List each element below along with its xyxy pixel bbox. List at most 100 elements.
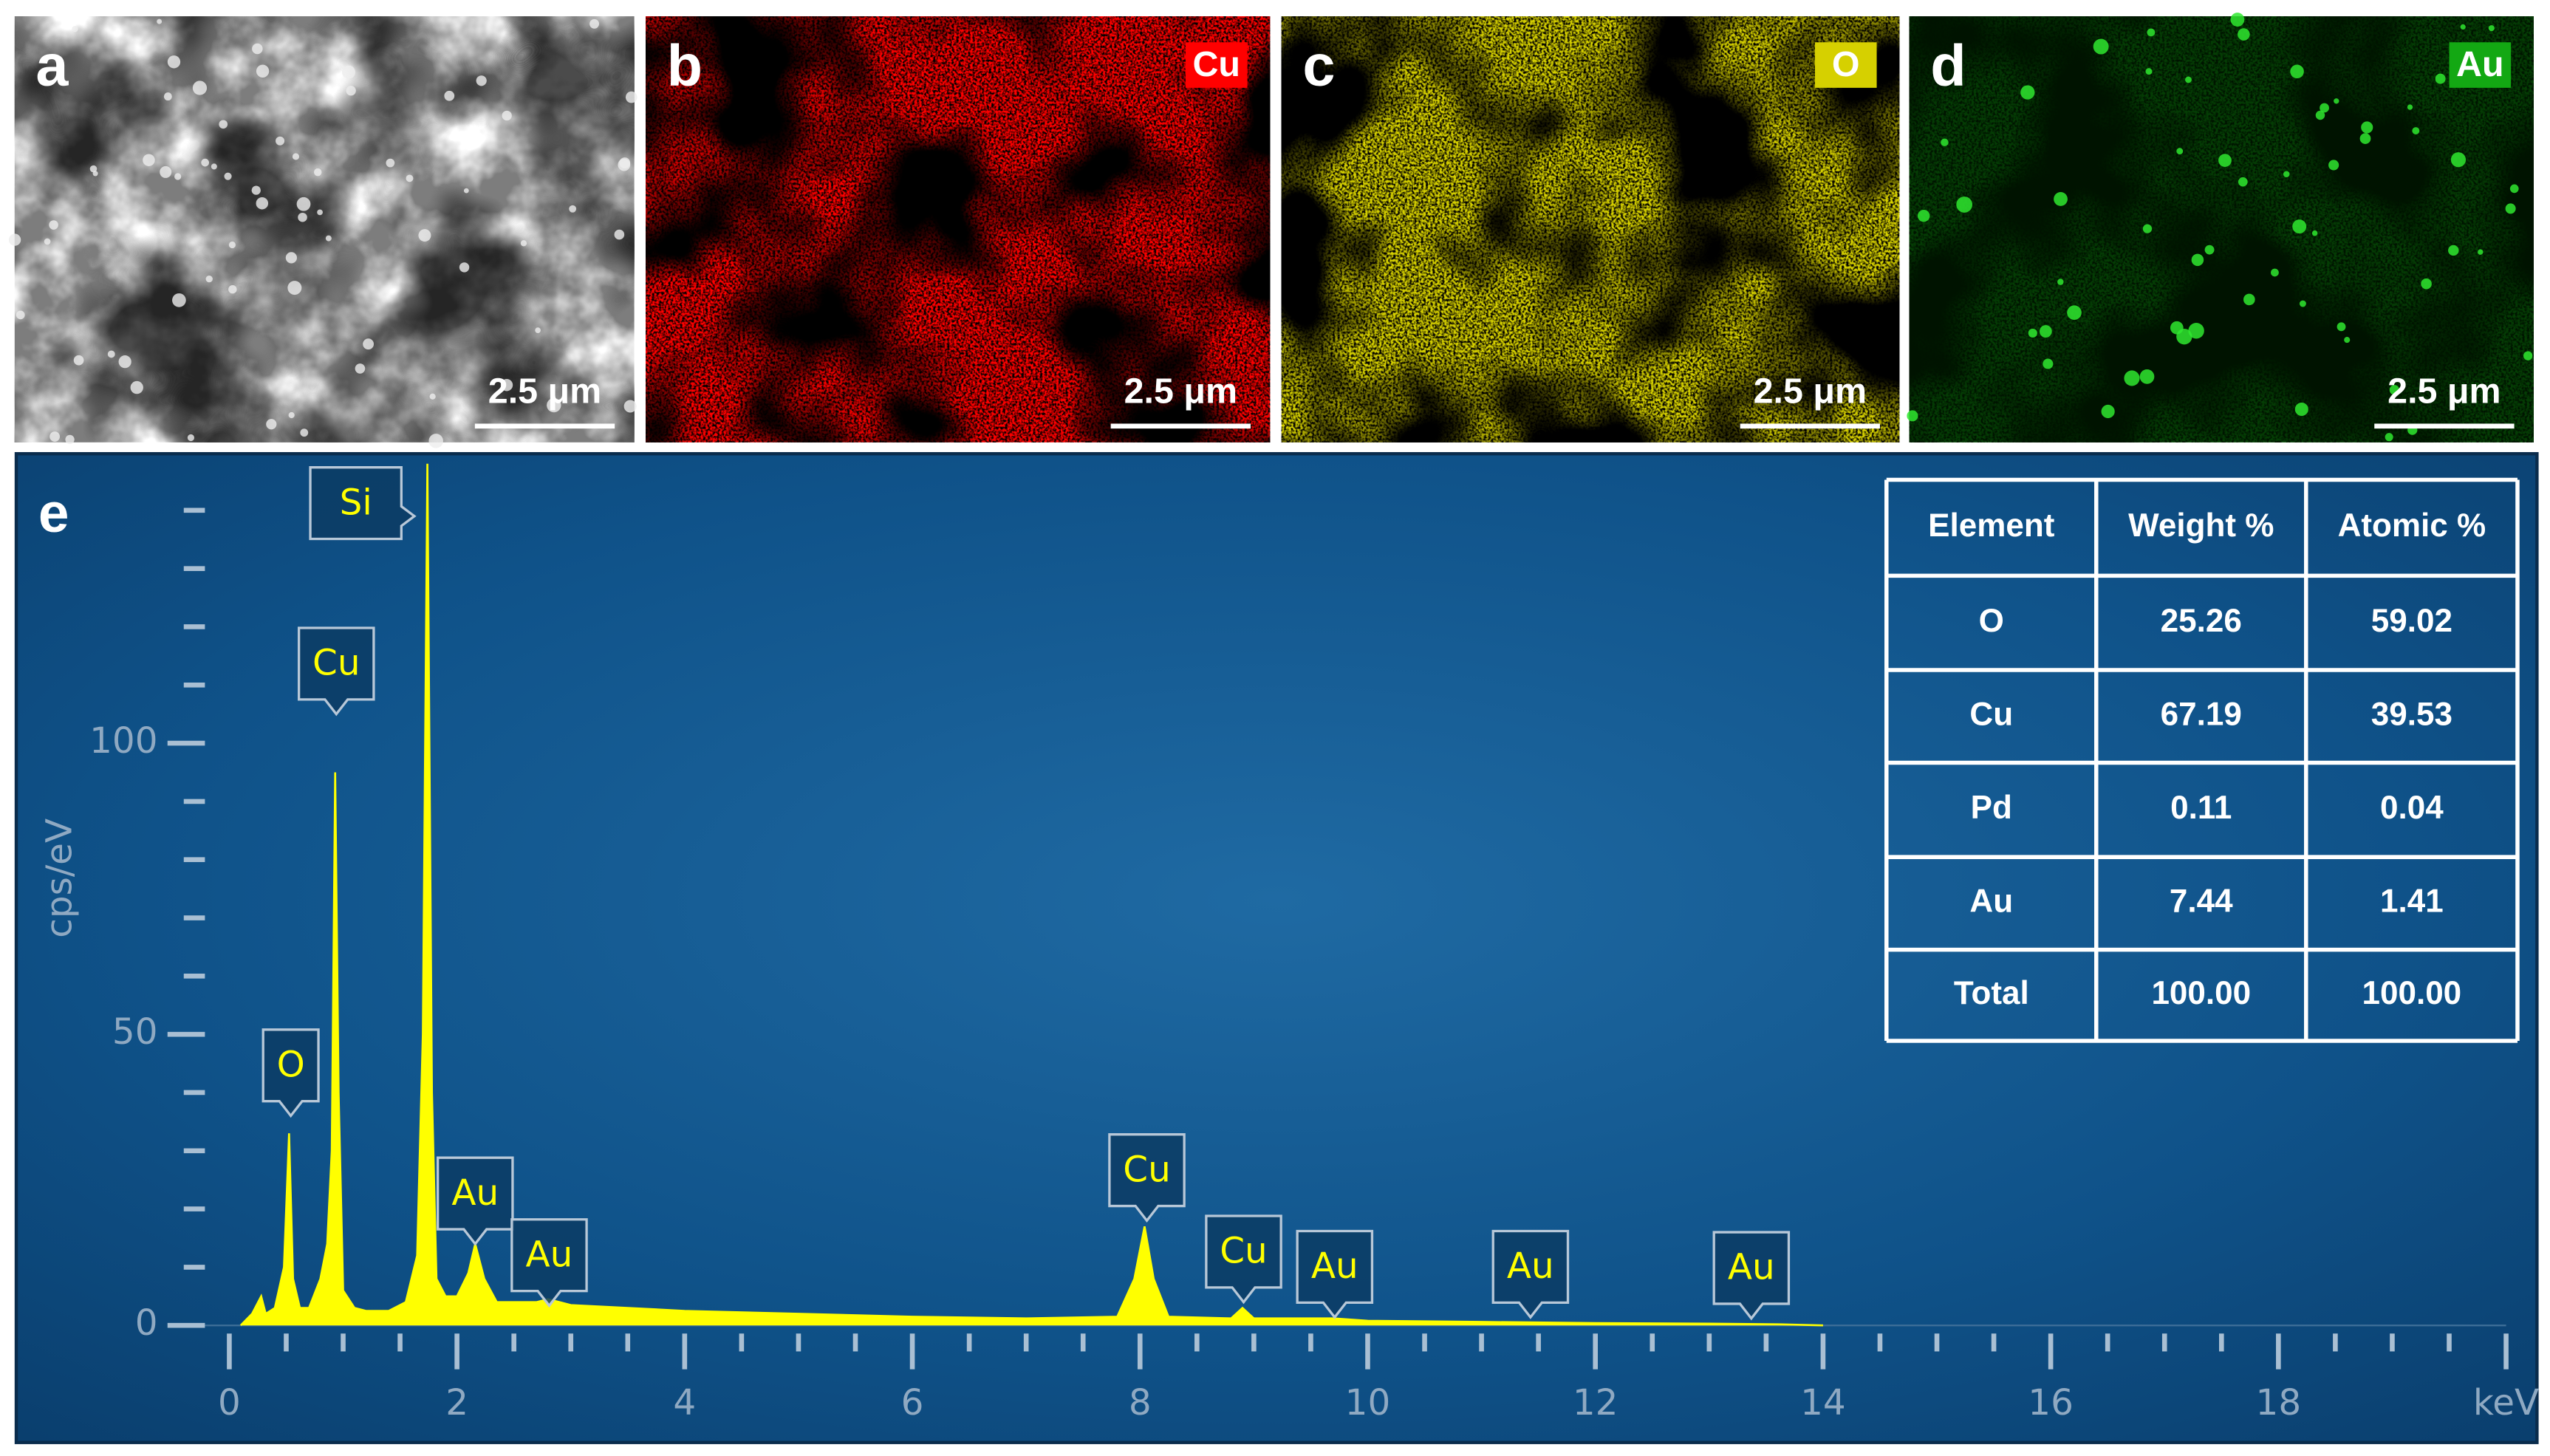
callout-box [1712, 1231, 1791, 1321]
au-particle [2509, 184, 2519, 194]
table-cell: 0.04 [2380, 790, 2444, 826]
sem-dark [14, 16, 635, 442]
au-particle [2139, 369, 2155, 384]
au-particle [2523, 351, 2533, 360]
particle [143, 154, 155, 166]
particle [224, 172, 232, 180]
callout-box [297, 626, 375, 717]
peak-callout: Cu [1205, 1214, 1282, 1305]
peak-callout: Au [1712, 1231, 1791, 1321]
au-particle [2020, 85, 2035, 100]
particle [160, 165, 172, 178]
au-particle [2334, 98, 2339, 104]
au-particle [2389, 385, 2400, 395]
au-particle [2505, 203, 2516, 214]
map-dim [1909, 16, 2534, 442]
table-cell: 1.41 [2380, 883, 2444, 920]
particle [500, 379, 513, 392]
element-tag: Au [2456, 44, 2504, 84]
au-particle [2299, 300, 2306, 307]
particle [296, 196, 311, 211]
table-cell: 67.19 [2161, 696, 2242, 732]
au-particle [2218, 154, 2232, 167]
particle [341, 65, 355, 79]
element-tag: O [1832, 44, 1860, 84]
scale-bar-label: 2.5 μm [488, 372, 601, 411]
table-cell: 25.26 [2161, 603, 2242, 639]
particle [406, 174, 414, 182]
particle [428, 434, 443, 448]
callout-label: Au [1728, 1247, 1775, 1288]
particle [256, 64, 270, 78]
particle [463, 188, 469, 194]
au-particle [2448, 245, 2459, 256]
spectrum [239, 463, 1823, 1327]
y-tick-label: 50 [112, 1011, 158, 1053]
particle [535, 327, 541, 333]
particle [72, 25, 78, 33]
element-tag: Cu [1192, 44, 1240, 84]
particle [130, 380, 143, 394]
image-panel: a 2.5 μm [8, 16, 638, 448]
particle [298, 212, 307, 222]
au-particle [2039, 325, 2052, 338]
scale-bar-label: 2.5 μm [1754, 372, 1867, 411]
particle [476, 75, 487, 86]
particle [625, 91, 638, 103]
particle [65, 434, 75, 445]
x-tick-label: 18 [2256, 1382, 2302, 1423]
au-particle [2054, 192, 2068, 206]
au-particle [2243, 293, 2255, 306]
particle [228, 285, 237, 294]
callout-box [1296, 1229, 1374, 1319]
particle [256, 196, 269, 210]
au-particle [2328, 160, 2339, 171]
x-tick-label: 0 [218, 1382, 241, 1423]
au-particle [2124, 370, 2140, 386]
au-particle [1907, 410, 1918, 422]
particle [157, 18, 163, 24]
particle [89, 165, 98, 173]
particle [589, 18, 600, 29]
particle [313, 168, 322, 177]
callout-box [510, 1218, 588, 1308]
table-cell: Total [1954, 975, 2029, 1011]
au-particle [2145, 68, 2153, 75]
particle [172, 293, 186, 307]
panel-label: e [38, 482, 69, 544]
au-particle [2176, 148, 2184, 155]
table-cell: O [1979, 603, 2004, 639]
particle [107, 350, 115, 358]
particle [287, 281, 302, 295]
au-particle [2311, 230, 2318, 236]
map-speckle [1281, 16, 1900, 442]
table-header: Atomic % [2338, 507, 2486, 544]
particle [205, 275, 213, 283]
callout-label: Cu [1220, 1231, 1268, 1272]
au-particle [2176, 328, 2192, 345]
particle [49, 431, 61, 442]
particle [355, 363, 366, 374]
particle [418, 229, 431, 242]
composition-table: Element Weight % Atomic % O 25.26 59.02 Cu 67.1… [1884, 477, 2520, 1043]
particle [502, 110, 512, 121]
au-particle [2385, 433, 2393, 442]
panel-label: a [35, 33, 69, 98]
au-particle [2478, 249, 2484, 255]
particle [252, 43, 263, 55]
particle [325, 235, 332, 242]
au-particle [2204, 245, 2215, 255]
x-tick-label: 2 [445, 1382, 468, 1423]
table-cell: 7.44 [2170, 883, 2233, 920]
image-panel: Au d 2.5 μm [1907, 13, 2534, 442]
particle [118, 355, 131, 369]
au-particle [2191, 253, 2204, 267]
scale-bar-label: 2.5 μm [2387, 372, 2501, 411]
particle [276, 136, 285, 146]
table-cell: 0.11 [2170, 790, 2232, 826]
particle [547, 397, 561, 413]
au-particle [2290, 64, 2304, 79]
table-cell: 100.00 [2151, 975, 2251, 1011]
